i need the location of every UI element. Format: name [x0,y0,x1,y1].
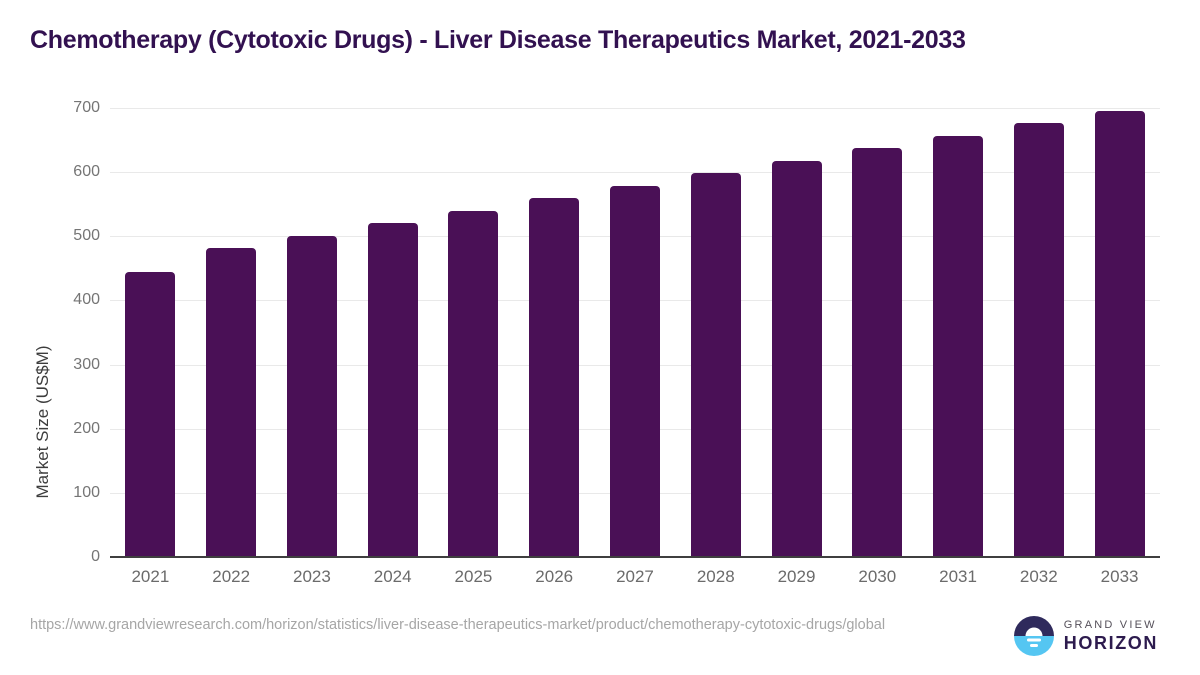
x-tick-label-2029: 2029 [777,567,816,586]
bar-2031[interactable] [933,135,984,557]
bar-slot-2024 [352,108,433,557]
x-tick-label-2026: 2026 [535,567,574,586]
bar-2023[interactable] [286,236,337,557]
bar-slot-2029 [756,108,837,557]
bar-slot-2025 [433,108,514,557]
y-tick-label-500: 500 [73,227,100,245]
bar-slot-2027 [595,108,676,557]
x-tick-label-2031: 2031 [939,567,977,586]
bar-2026[interactable] [529,197,580,557]
gridline-600 [110,172,1160,174]
x-tick-label-2033: 2033 [1100,567,1139,586]
bar-slot-2032 [998,108,1079,557]
source-url: https://www.grandviewresearch.com/horizo… [30,617,886,633]
x-tick-label-2023: 2023 [293,567,331,586]
bar-slot-2033 [1079,108,1160,557]
bar-slot-2023 [272,108,353,557]
bar-slot-2026 [514,108,595,557]
bar-slot-2028 [675,108,756,557]
x-tick-label-2028: 2028 [696,567,735,586]
bar-2021[interactable] [125,271,176,557]
bar-2024[interactable] [367,223,418,557]
bar-2032[interactable] [1013,123,1064,557]
x-tick-label-2022: 2022 [212,567,251,586]
x-tick-label-2030: 2030 [858,567,897,586]
x-axis-labels: 2021 2022 2023 2024 2025 2026 2027 2028 2029 2030… [110,567,1160,587]
bar-chart: Market Size (US$M) 700 600 500 400 300 200 100… [0,90,1200,600]
logo-wordmark: GRAND VIEW HORIZON [1064,619,1158,654]
bar-slot-2031 [918,108,999,557]
gridline-700 [110,108,1160,109]
x-tick-label-2021: 2021 [131,567,170,586]
y-tick-label-400: 400 [73,291,100,309]
x-tick-label-2024: 2024 [373,567,412,586]
x-tick-label-2032: 2032 [1019,567,1058,586]
bar-2028[interactable] [690,173,741,557]
x-axis-line [110,556,1160,558]
bar-2027[interactable] [609,186,660,557]
bar-2030[interactable] [852,148,903,557]
grand-view-horizon-logo: GRAND VIEW HORIZON [1013,616,1158,656]
y-tick-label-700: 700 [73,99,100,116]
bar-slot-2022 [191,108,272,557]
y-tick-label-100: 100 [73,483,100,501]
bar-2029[interactable] [771,160,822,557]
logo-text-grand-view: GRAND VIEW [1063,618,1157,631]
y-tick-label-200: 200 [73,419,100,437]
bar-slot-2030 [837,108,918,557]
bar-slot-2021 [110,108,191,557]
y-tick-label-0: 0 [91,548,100,565]
x-tick-label-2025: 2025 [454,567,493,586]
y-tick-label-300: 300 [73,355,100,373]
footer: https://www.grandviewresearch.com/horizo… [0,605,1200,675]
chart-title: Chemotherapy (Cytotoxic Drugs) - Liver D… [30,26,966,54]
bar-2025[interactable] [448,210,499,557]
x-tick-label-2027: 2027 [616,567,654,586]
horizon-sun-icon [1013,616,1054,656]
logo-text-horizon: HORIZON [1063,632,1158,653]
bar-2022[interactable] [206,248,257,557]
y-tick-label-600: 600 [73,163,100,181]
bar-2033[interactable] [1094,111,1145,557]
bars-row [110,108,1160,557]
